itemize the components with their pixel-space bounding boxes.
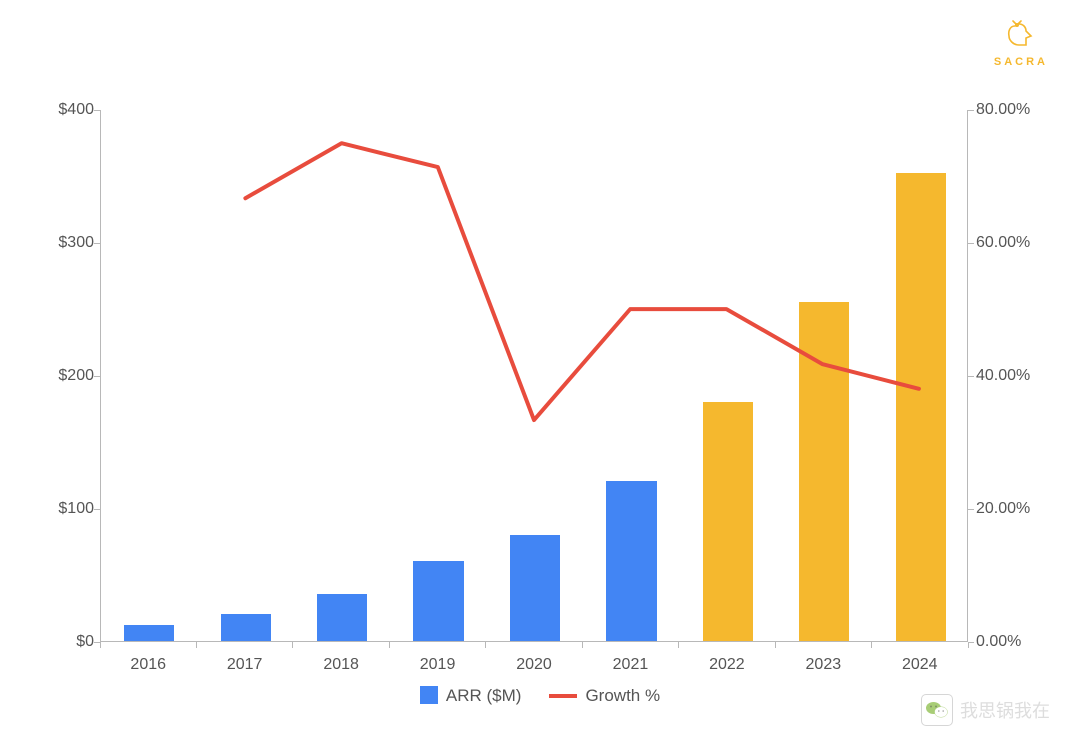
y1-tick-label: $300 xyxy=(58,234,94,252)
x-tick-label: 2020 xyxy=(516,656,552,674)
y1-tick-label: $400 xyxy=(58,101,94,119)
x-tick xyxy=(196,642,197,648)
legend-line-label: Growth % xyxy=(585,686,660,705)
y2-tick-label: 60.00% xyxy=(976,234,1030,252)
growth-line xyxy=(101,110,967,641)
x-tick-label: 2019 xyxy=(420,656,456,674)
y2-tick xyxy=(968,642,974,643)
x-tick xyxy=(678,642,679,648)
x-tick xyxy=(389,642,390,648)
x-tick-label: 2023 xyxy=(806,656,842,674)
y1-tick-label: $100 xyxy=(58,500,94,518)
y2-tick xyxy=(968,110,974,111)
y1-tick-label: $0 xyxy=(76,633,94,651)
arr-growth-chart: $0 $100 $200 $300 $400 0.00% 20.00% 40.00% 60.0… xyxy=(40,100,1040,720)
x-tick xyxy=(100,642,101,648)
x-tick xyxy=(292,642,293,648)
watermark: 我思锅我在 xyxy=(922,695,1050,725)
y2-tick-label: 40.00% xyxy=(976,367,1030,385)
y2-tick-label: 20.00% xyxy=(976,500,1030,518)
y2-tick xyxy=(968,376,974,377)
legend-swatch-bar xyxy=(420,686,438,704)
x-tick-label: 2022 xyxy=(709,656,745,674)
y2-tick-label: 0.00% xyxy=(976,633,1021,651)
brand-label: SACRA xyxy=(994,56,1048,68)
x-tick-label: 2018 xyxy=(323,656,359,674)
brand-icon xyxy=(1004,18,1038,52)
x-tick xyxy=(485,642,486,648)
y2-tick-label: 80.00% xyxy=(976,101,1030,119)
x-tick xyxy=(871,642,872,648)
x-tick-label: 2021 xyxy=(613,656,649,674)
growth-line-path xyxy=(245,143,919,420)
x-tick xyxy=(968,642,969,648)
legend-bar-label: ARR ($M) xyxy=(446,686,522,705)
y1-tick-label: $200 xyxy=(58,367,94,385)
x-tick xyxy=(775,642,776,648)
brand-logo: SACRA xyxy=(994,18,1048,68)
x-tick xyxy=(582,642,583,648)
wechat-icon xyxy=(922,695,952,725)
legend-item-bar: ARR ($M) xyxy=(420,686,522,706)
legend-swatch-line xyxy=(549,694,577,698)
watermark-text: 我思锅我在 xyxy=(960,697,1050,723)
x-tick-label: 2016 xyxy=(130,656,166,674)
legend-item-line: Growth % xyxy=(549,686,660,706)
legend: ARR ($M) Growth % xyxy=(40,686,1040,706)
x-tick-label: 2017 xyxy=(227,656,263,674)
y2-tick xyxy=(968,243,974,244)
y2-tick xyxy=(968,509,974,510)
plot-area xyxy=(100,110,968,642)
x-tick-label: 2024 xyxy=(902,656,938,674)
